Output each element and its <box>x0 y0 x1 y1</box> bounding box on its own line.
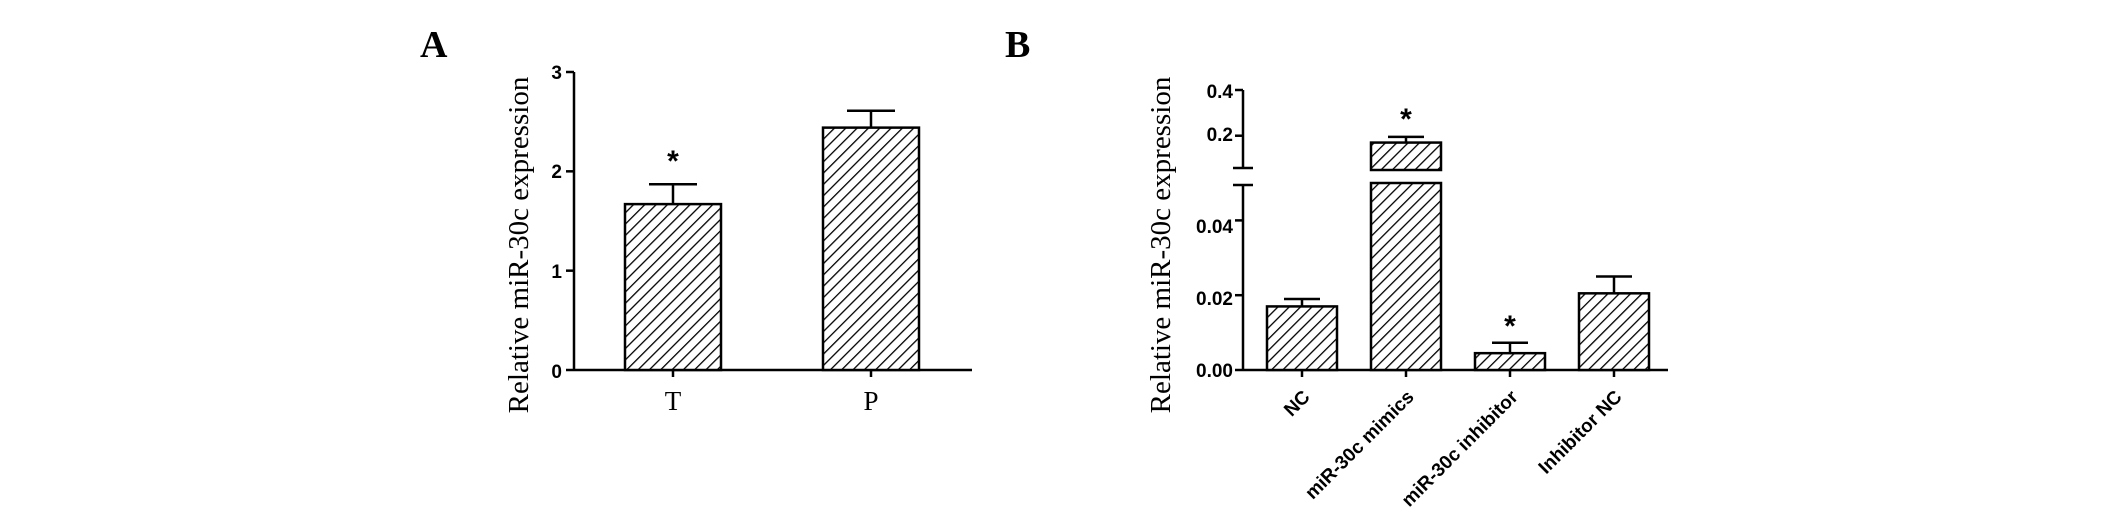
panel-b-x-tick-label: miR-30c inhibitor <box>1398 386 1523 511</box>
panel-b-x-tick-label: NC <box>1280 386 1314 420</box>
panel-b-significance-marker: * <box>1504 310 1516 343</box>
panel-b-bar <box>1369 181 1443 372</box>
panel-b-label: B <box>1005 24 1030 66</box>
panel-b-y-tick-label: 0.04 <box>1196 217 1233 238</box>
panel-b: B Relative miR-30c expression 0.00 0.02 … <box>1005 24 1668 511</box>
panel-b-y-axis-label: Relative miR-30c expression <box>1145 76 1177 413</box>
panel-b-y-tick-label: 0.2 <box>1207 125 1233 146</box>
panel-a-bar <box>623 202 723 372</box>
panel-a-y-tick-label: 1 <box>551 262 562 283</box>
panel-b-y-tick-label: 0.4 <box>1207 82 1234 103</box>
panel-a-significance-marker: * <box>667 145 679 178</box>
panel-b-significance-marker: * <box>1400 103 1412 136</box>
panel-a-y-tick-label: 3 <box>551 63 562 84</box>
panel-b-bar <box>1265 305 1339 372</box>
panel-b-bar <box>1577 292 1651 372</box>
panel-a-y-axis-label: Relative miR-30c expression <box>503 76 535 413</box>
panel-a-bar <box>821 126 921 372</box>
panel-b-x-tick-label: miR-30c mimics <box>1301 387 1418 504</box>
panel-b-bar-upper-segment <box>1369 141 1443 172</box>
panel-b-bar <box>1473 351 1547 372</box>
panel-a: A Relative miR-30c expression 0 1 2 3 T … <box>420 24 972 416</box>
panel-b-y-tick-label: 0.00 <box>1196 361 1233 382</box>
panel-a-x-tick-label: P <box>863 386 878 416</box>
panel-b-x-tick-label: Inhibitor NC <box>1535 386 1627 478</box>
panel-a-x-tick-label: T <box>665 386 682 416</box>
panel-a-label: A <box>420 24 448 66</box>
panel-b-y-tick-label: 0.02 <box>1196 289 1233 310</box>
panel-a-y-tick-label: 2 <box>551 162 562 183</box>
panel-a-y-tick-label: 0 <box>551 362 562 383</box>
